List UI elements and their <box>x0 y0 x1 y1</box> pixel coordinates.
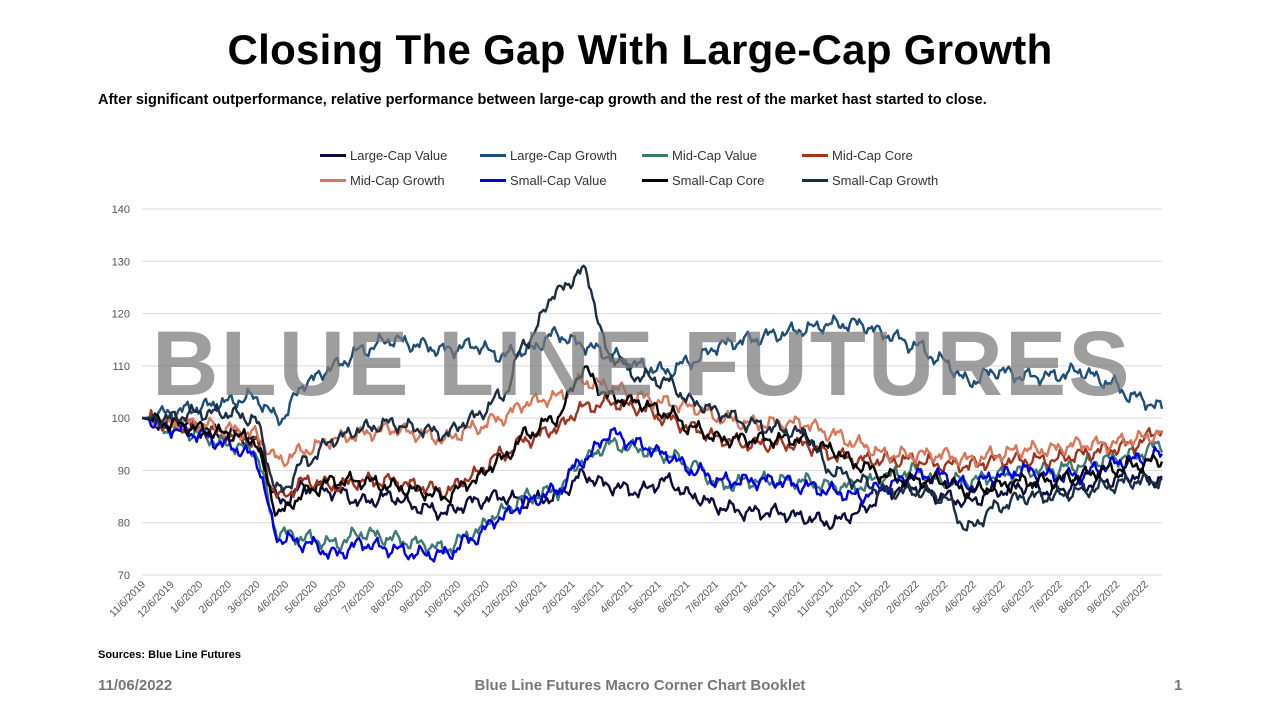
series-line <box>142 264 1163 532</box>
source-note: Sources: Blue Line Futures <box>98 649 242 661</box>
legend-item-small-cap-value: Small-Cap Value <box>480 173 642 188</box>
legend-item-small-cap-growth: Small-Cap Growth <box>802 173 972 188</box>
legend-swatch <box>802 179 828 182</box>
y-tick-label: 140 <box>112 204 130 216</box>
legend-swatch <box>642 179 668 182</box>
page-title: Closing The Gap With Large-Cap Growth <box>227 26 1053 73</box>
legend-label: Large-Cap Growth <box>510 148 617 163</box>
legend-item-small-cap-core: Small-Cap Core <box>642 173 802 188</box>
legend-item-mid-cap-growth: Mid-Cap Growth <box>320 173 480 188</box>
legend-swatch <box>802 154 828 157</box>
y-tick-label: 110 <box>112 361 130 373</box>
y-tick-label: 70 <box>118 570 130 582</box>
legend-swatch <box>480 179 506 182</box>
page-subtitle: After significant outperformance, relati… <box>98 92 987 108</box>
y-tick-label: 90 <box>118 465 130 477</box>
y-tick-label: 100 <box>112 413 130 425</box>
footer-date: 11/06/2022 <box>98 677 173 694</box>
y-tick-label: 120 <box>112 309 130 321</box>
y-tick-label: 80 <box>118 518 130 530</box>
legend-item-mid-cap-value: Mid-Cap Value <box>642 148 802 163</box>
legend-label: Small-Cap Value <box>510 173 607 188</box>
legend-label: Mid-Cap Growth <box>350 173 445 188</box>
series-line <box>141 365 1164 517</box>
legend-label: Mid-Cap Core <box>832 148 913 163</box>
legend-swatch <box>480 154 506 157</box>
legend-swatch <box>320 179 346 182</box>
chart-legend: Large-Cap Value Large-Cap Growth Mid-Cap… <box>320 148 1000 188</box>
legend-item-large-cap-growth: Large-Cap Growth <box>480 148 642 163</box>
y-tick-label: 130 <box>112 256 130 268</box>
legend-item-large-cap-value: Large-Cap Value <box>320 148 480 163</box>
legend-label: Large-Cap Value <box>350 148 448 163</box>
legend-swatch <box>642 154 668 157</box>
page-number: 1 <box>1174 677 1183 694</box>
legend-label: Mid-Cap Value <box>672 148 758 163</box>
legend-item-mid-cap-core: Mid-Cap Core <box>802 148 972 163</box>
series-line <box>141 416 1163 563</box>
legend-label: Small-Cap Core <box>672 173 765 188</box>
legend-swatch <box>320 154 346 157</box>
legend-label: Small-Cap Growth <box>832 173 939 188</box>
footer-title: Blue Line Futures Macro Corner Chart Boo… <box>474 677 806 694</box>
series-line <box>142 314 1164 427</box>
